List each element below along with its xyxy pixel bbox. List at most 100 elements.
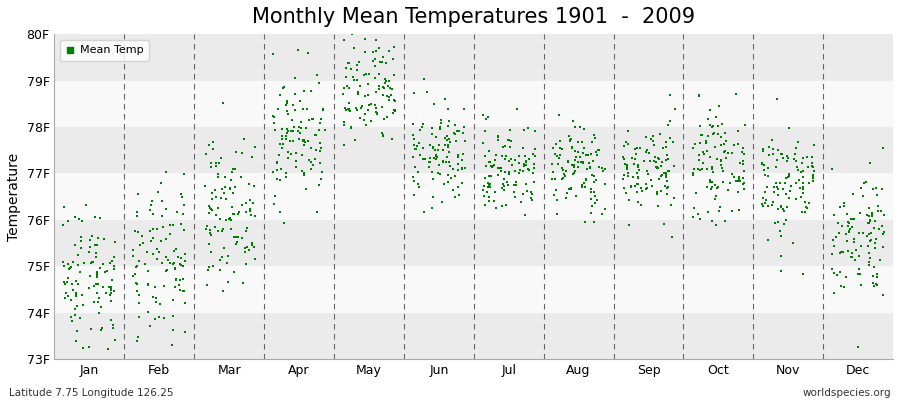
Point xyxy=(688,189,703,196)
Point xyxy=(104,290,118,296)
Point xyxy=(140,249,155,255)
Point xyxy=(381,83,395,89)
Point xyxy=(666,139,680,145)
Point xyxy=(366,58,381,64)
Point xyxy=(202,205,217,211)
Point xyxy=(549,187,563,194)
Point xyxy=(646,142,661,148)
Point xyxy=(146,251,160,258)
Point xyxy=(778,180,792,186)
Point xyxy=(565,144,580,151)
Point xyxy=(588,193,602,200)
Point xyxy=(486,163,500,170)
Point xyxy=(520,188,535,194)
Point xyxy=(521,166,535,172)
Point xyxy=(68,338,83,344)
Point xyxy=(482,182,496,188)
Point xyxy=(648,159,662,165)
Point xyxy=(849,246,863,253)
Point xyxy=(598,180,612,187)
Point xyxy=(630,145,644,152)
Point xyxy=(427,154,441,161)
Point xyxy=(202,230,217,236)
Point xyxy=(372,71,386,77)
Point xyxy=(486,197,500,204)
Point xyxy=(105,257,120,264)
Point xyxy=(782,171,796,178)
Point xyxy=(126,247,140,254)
Point xyxy=(862,231,877,238)
Point xyxy=(98,269,112,275)
Point xyxy=(572,124,587,130)
Point xyxy=(315,169,329,176)
Point xyxy=(204,164,219,171)
Point xyxy=(228,166,242,173)
Point xyxy=(853,271,868,278)
Point xyxy=(584,203,598,209)
Point xyxy=(863,217,878,224)
Point xyxy=(777,208,791,214)
Point xyxy=(696,148,710,155)
Point xyxy=(705,164,719,170)
Point xyxy=(439,158,454,165)
Point xyxy=(861,243,876,249)
Point xyxy=(663,91,678,98)
Point xyxy=(379,78,393,85)
Point xyxy=(652,131,667,137)
Point xyxy=(578,184,592,190)
Point xyxy=(230,211,245,218)
Point xyxy=(714,161,728,168)
Point xyxy=(415,124,429,130)
Point xyxy=(376,115,391,122)
Point xyxy=(865,273,879,279)
Point xyxy=(343,108,357,114)
Point xyxy=(563,135,578,142)
Point xyxy=(562,137,577,144)
Point xyxy=(274,133,289,140)
Point xyxy=(806,174,820,180)
Point xyxy=(494,168,508,174)
Point xyxy=(140,268,155,274)
Point xyxy=(566,118,580,124)
Point xyxy=(496,181,510,188)
Point xyxy=(266,168,281,175)
Point xyxy=(631,175,645,181)
Point xyxy=(72,216,86,222)
Point xyxy=(758,189,772,195)
Point xyxy=(212,216,227,222)
Point xyxy=(873,256,887,263)
Point xyxy=(309,147,323,153)
Point xyxy=(832,230,846,237)
Point xyxy=(868,283,882,289)
Point xyxy=(86,233,100,240)
Point xyxy=(458,164,473,171)
Point xyxy=(654,172,669,179)
Point xyxy=(527,179,542,186)
Point xyxy=(829,233,843,240)
Point xyxy=(518,153,532,159)
Point xyxy=(865,210,879,216)
Point xyxy=(447,131,462,138)
Point xyxy=(588,135,602,142)
Point xyxy=(74,245,88,251)
Point xyxy=(517,163,531,170)
Point xyxy=(692,157,706,164)
Point xyxy=(427,145,441,152)
Point xyxy=(57,263,71,269)
Point xyxy=(144,202,158,208)
Point xyxy=(519,162,534,168)
Point xyxy=(313,140,328,146)
Point xyxy=(244,212,258,218)
Point xyxy=(723,180,737,186)
Point xyxy=(440,154,454,160)
Point xyxy=(56,222,70,228)
Point xyxy=(368,74,382,81)
Point xyxy=(284,117,299,123)
Point xyxy=(456,106,471,112)
Point xyxy=(314,116,328,122)
Point xyxy=(222,185,237,191)
Point xyxy=(304,116,319,123)
Point xyxy=(870,208,885,214)
Point xyxy=(477,183,491,190)
Point xyxy=(571,149,585,155)
